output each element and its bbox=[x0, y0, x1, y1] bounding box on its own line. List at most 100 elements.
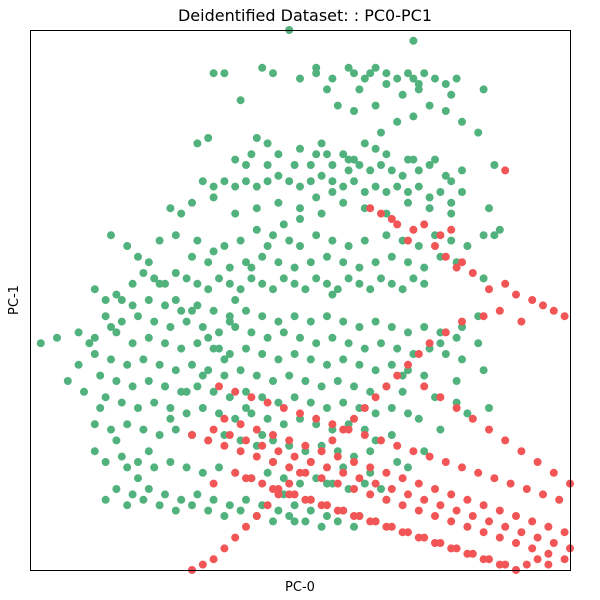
data-point bbox=[209, 182, 218, 191]
data-point bbox=[290, 279, 299, 288]
data-point bbox=[220, 371, 229, 380]
data-point bbox=[101, 296, 110, 304]
data-point bbox=[263, 398, 272, 407]
data-point bbox=[317, 209, 326, 218]
data-point bbox=[398, 528, 407, 537]
data-point bbox=[544, 560, 553, 569]
data-point bbox=[188, 431, 196, 439]
data-point bbox=[263, 333, 272, 342]
data-point bbox=[420, 279, 429, 288]
data-point bbox=[479, 555, 488, 564]
data-point bbox=[274, 317, 283, 326]
data-point bbox=[560, 555, 569, 564]
data-point bbox=[269, 458, 277, 466]
data-point bbox=[328, 436, 337, 445]
data-point bbox=[220, 441, 229, 450]
data-point bbox=[107, 323, 115, 331]
data-point bbox=[161, 339, 169, 348]
data-point bbox=[414, 85, 423, 94]
data-point bbox=[209, 387, 218, 396]
data-point bbox=[328, 188, 337, 196]
data-point bbox=[512, 539, 520, 547]
data-point bbox=[371, 101, 380, 110]
data-point bbox=[301, 441, 310, 450]
data-point bbox=[323, 85, 331, 94]
data-point bbox=[220, 512, 229, 520]
data-point bbox=[323, 360, 331, 369]
data-point bbox=[425, 204, 434, 213]
data-point bbox=[463, 409, 472, 418]
data-point bbox=[236, 420, 245, 429]
data-point bbox=[463, 549, 472, 558]
data-point bbox=[425, 339, 434, 348]
points-layer bbox=[36, 26, 574, 574]
data-point bbox=[393, 344, 402, 353]
data-point bbox=[479, 501, 488, 510]
data-point bbox=[339, 198, 348, 207]
data-point bbox=[350, 522, 358, 531]
data-point bbox=[528, 296, 537, 304]
data-point bbox=[193, 301, 202, 310]
data-point bbox=[198, 560, 207, 569]
data-point bbox=[90, 350, 99, 358]
data-point bbox=[231, 533, 240, 542]
data-point bbox=[420, 382, 429, 391]
data-point bbox=[528, 544, 537, 553]
data-point bbox=[452, 333, 461, 342]
data-point bbox=[339, 355, 348, 364]
data-point bbox=[279, 404, 288, 412]
data-point bbox=[269, 69, 277, 78]
data-point bbox=[490, 231, 499, 240]
data-point bbox=[323, 252, 331, 261]
data-point bbox=[452, 74, 461, 83]
data-point bbox=[101, 312, 110, 321]
data-point bbox=[387, 166, 396, 175]
data-point bbox=[128, 382, 137, 391]
data-point bbox=[382, 522, 391, 531]
data-point bbox=[474, 128, 483, 137]
data-point bbox=[242, 258, 250, 267]
data-point bbox=[495, 533, 504, 542]
data-point bbox=[533, 458, 542, 466]
data-point bbox=[161, 490, 169, 499]
data-point bbox=[231, 323, 240, 331]
data-point bbox=[485, 204, 493, 213]
data-point bbox=[258, 350, 267, 358]
data-point bbox=[301, 285, 310, 294]
data-point bbox=[290, 312, 299, 321]
data-point bbox=[387, 252, 396, 261]
data-point bbox=[263, 468, 272, 477]
data-point bbox=[134, 404, 142, 412]
data-point bbox=[258, 431, 267, 439]
data-point bbox=[285, 177, 294, 186]
data-point bbox=[387, 431, 396, 439]
data-point bbox=[436, 501, 445, 510]
data-point bbox=[296, 468, 304, 477]
data-point bbox=[420, 220, 429, 229]
data-point bbox=[193, 139, 202, 148]
data-point bbox=[463, 522, 472, 531]
data-point bbox=[522, 560, 531, 569]
data-point bbox=[387, 215, 396, 223]
data-point bbox=[398, 285, 407, 294]
data-point bbox=[366, 166, 375, 175]
data-point bbox=[414, 242, 423, 250]
data-point bbox=[274, 506, 283, 515]
data-point bbox=[193, 339, 202, 348]
data-point bbox=[74, 328, 83, 337]
data-point bbox=[328, 236, 337, 245]
data-point bbox=[479, 274, 488, 283]
data-point bbox=[355, 85, 364, 94]
data-point bbox=[177, 306, 186, 315]
data-point bbox=[350, 512, 358, 520]
data-point bbox=[404, 360, 412, 369]
data-point bbox=[344, 63, 353, 72]
data-point bbox=[409, 447, 418, 456]
data-point bbox=[252, 452, 261, 461]
data-point bbox=[290, 393, 299, 402]
data-point bbox=[285, 236, 294, 245]
data-point bbox=[339, 468, 348, 477]
data-point bbox=[447, 225, 456, 234]
data-point bbox=[414, 166, 423, 175]
data-point bbox=[198, 371, 207, 380]
